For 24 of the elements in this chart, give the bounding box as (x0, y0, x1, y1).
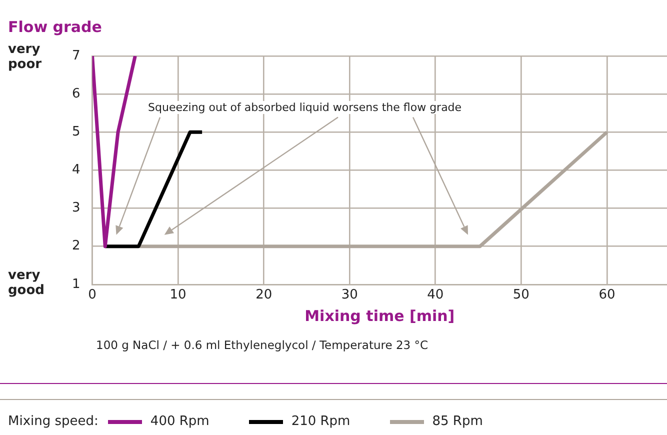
x-tick-label: 30 (341, 288, 358, 303)
legend-label: 210 Rpm (291, 414, 350, 429)
y-tick-label: 2 (72, 238, 80, 254)
text: very good (8, 268, 46, 298)
legend-label: 85 Rpm (432, 414, 483, 429)
y-tick-label: 7 (72, 48, 80, 64)
x-tick-label: 50 (512, 288, 530, 303)
x-axis-title: Mixing time [min] (304, 306, 455, 325)
x-tick-label: 60 (598, 288, 616, 303)
y-tick-label: 4 (72, 162, 80, 178)
chart-title: Flow grade (8, 18, 102, 36)
annotation: Squeezing out of absorbed liquid worsens the flow grade (148, 101, 462, 114)
x-tick-label: 20 (256, 288, 272, 303)
x-tick-label: 10 (170, 288, 186, 303)
y-tick-label: 3 (72, 200, 80, 216)
y-tick-label: 6 (72, 86, 80, 102)
y-tick-label: 1 (72, 276, 80, 292)
x-tick-label: 40 (427, 288, 444, 303)
y-tick-label: 5 (72, 124, 80, 140)
legend-title: Mixing speed: (8, 414, 98, 429)
legend-label: 400 Rpm (150, 414, 210, 429)
x-tick-label: 0 (88, 288, 96, 303)
text: 100 g NaCl / + 0.6 ml Ethyleneglycol / Temperature 23 °C (96, 337, 430, 354)
text: very poor (8, 42, 43, 72)
